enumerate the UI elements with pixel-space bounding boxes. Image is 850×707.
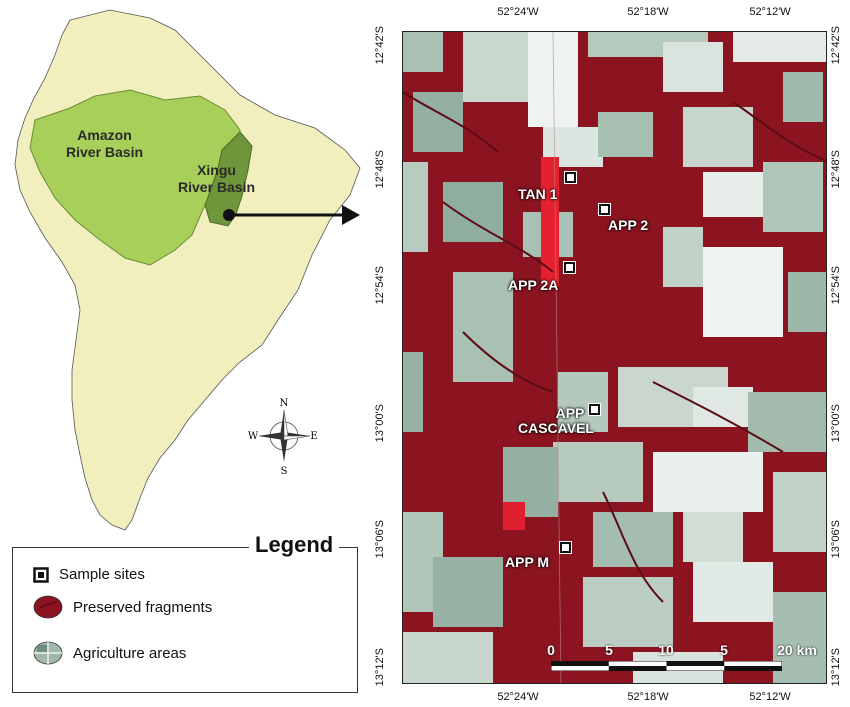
agriculture-swatch	[33, 641, 63, 665]
amazon-label-line1: Amazon	[77, 127, 132, 143]
right-lat-4: 13°00'S	[830, 404, 842, 443]
study-area-marker	[223, 209, 235, 221]
top-lon-3: 52°12'W	[749, 6, 791, 18]
legend-label-agriculture: Agriculture areas	[73, 644, 187, 662]
legend-label-sample-sites: Sample sites	[59, 566, 145, 583]
xingu-label-line1: Xingu	[197, 162, 236, 178]
site-marker-app2	[599, 204, 610, 215]
sample-site-icon	[33, 566, 49, 583]
satellite-image	[402, 31, 827, 684]
pointer-arrow-head	[342, 205, 360, 225]
compass-n: N	[280, 398, 289, 409]
preserved-fragment-swatch	[33, 595, 63, 619]
compass-w: W	[248, 431, 259, 442]
bottom-lon-1: 52°24'W	[497, 691, 539, 703]
left-lat-5: 13°06'S	[374, 520, 386, 559]
cascavel-line2: CASCAVEL	[518, 420, 594, 436]
compass-e: E	[310, 431, 317, 442]
amazon-basin-label: Amazon River Basin	[66, 127, 143, 161]
site-label-app2: APP 2	[608, 217, 649, 233]
compass-s: S	[281, 466, 288, 477]
left-lat-3: 12°54'S	[374, 266, 386, 305]
legend-label-preserved: Preserved fragments	[73, 598, 213, 616]
cascavel-line1: APP	[555, 405, 585, 421]
scale-tick-10: 10	[658, 642, 674, 658]
right-lat-3: 12°54'S	[830, 266, 842, 305]
site-label-tan1: TAN 1	[518, 186, 558, 202]
right-lat-2: 12°48'S	[830, 150, 842, 189]
scale-tick-15: 5	[720, 642, 728, 658]
left-lat-4: 13°00'S	[374, 404, 386, 443]
top-lon-2: 52°18'W	[627, 6, 669, 18]
left-lat-6: 13°12'S	[374, 648, 386, 687]
legend: Legend Sample sites Preserved fragments …	[12, 532, 358, 693]
scale-tick-20: 20 km	[777, 642, 817, 658]
south-america-landmass	[14, 9, 361, 531]
satellite-raster	[403, 32, 826, 683]
legend-item-sample-sites: Sample sites	[33, 566, 145, 583]
south-america-map: N S E W	[14, 9, 361, 531]
scale-bar	[551, 661, 782, 671]
site-marker-tan1	[565, 172, 576, 183]
compass-rose-icon: N S E W	[248, 398, 318, 477]
legend-item-agriculture: Agriculture areas	[33, 641, 186, 665]
right-lat-6: 13°12'S	[830, 648, 842, 687]
site-label-appm: APP M	[505, 554, 550, 570]
xingu-label-line2: River Basin	[178, 179, 256, 195]
xingu-basin-label: Xingu River Basin	[178, 162, 255, 196]
bottom-lon-3: 52°12'W	[749, 691, 791, 703]
right-lat-5: 13°06'S	[830, 520, 842, 559]
bottom-lon-2: 52°18'W	[627, 691, 669, 703]
scale-tick-0: 0	[547, 642, 555, 658]
red-patch	[503, 502, 525, 530]
right-lat-1: 12°42'S	[830, 26, 842, 65]
scale-tick-5: 5	[605, 642, 613, 658]
amazon-label-line2: River Basin	[66, 144, 144, 160]
red-strip	[541, 157, 559, 287]
left-lat-2: 12°48'S	[374, 150, 386, 189]
legend-title: Legend	[249, 532, 340, 558]
legend-item-preserved: Preserved fragments	[33, 595, 212, 619]
road-line	[552, 32, 562, 683]
site-label-app-cascavel: APP CASCAVEL	[518, 406, 594, 436]
site-marker-app2a	[564, 262, 575, 273]
top-lon-1: 52°24'W	[497, 6, 539, 18]
site-marker-app-cascavel	[589, 404, 600, 415]
drainage-lines	[403, 91, 826, 603]
site-marker-appm	[560, 542, 571, 553]
site-label-app2a: APP 2A	[508, 277, 559, 293]
left-lat-1: 12°42'S	[374, 26, 386, 65]
